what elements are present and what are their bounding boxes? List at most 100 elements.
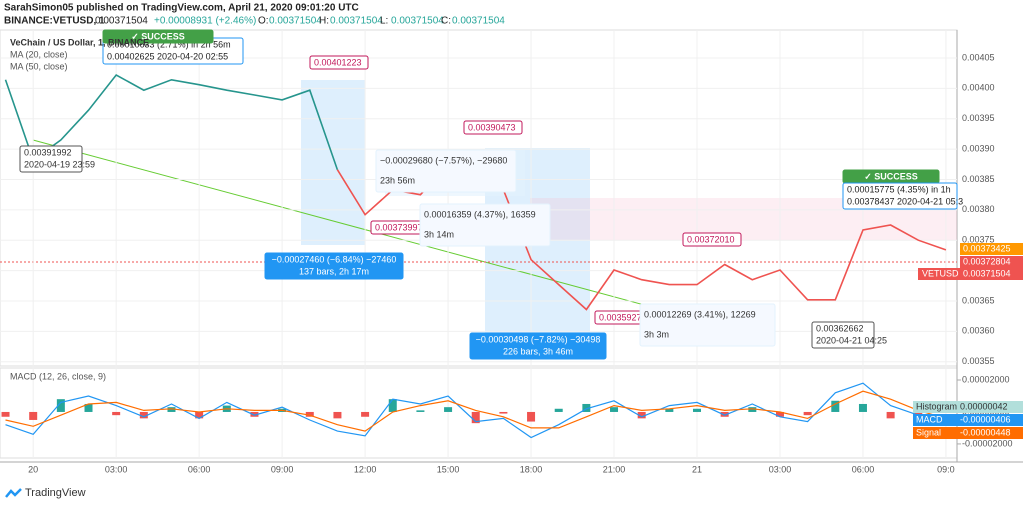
annotation-text: ✓ SUCCESS	[864, 171, 918, 181]
price-label	[960, 256, 1023, 268]
histogram-bar	[84, 403, 93, 412]
histogram-bar	[831, 400, 840, 412]
ohlc-key: O:	[258, 16, 269, 27]
annotation-text: −0.00030498 (−7.82%) −30498	[476, 334, 601, 344]
histogram-bar	[693, 408, 702, 412]
last-price: 0.00371504	[95, 16, 148, 27]
annotation-text: 0.00402625 2020-04-20 02:55	[107, 51, 228, 61]
macd-label	[913, 427, 1023, 439]
legend-item: MA (20, close)	[10, 49, 68, 59]
macd-label	[913, 401, 1023, 413]
annotation-box	[102, 29, 214, 44]
ohlc-key: C:	[441, 16, 451, 27]
x-tick-label: 18:00	[520, 464, 543, 474]
ohlc-value: 0.00371504	[452, 16, 505, 27]
histogram-bar	[388, 399, 397, 412]
ohlc-key: H:	[319, 16, 329, 27]
macd-label-value: -0.00000406	[960, 414, 1011, 424]
y-tick-label: 0.00380	[962, 204, 995, 214]
histogram-bar	[333, 411, 342, 419]
histogram-bar	[195, 411, 204, 419]
ohlc-value: 0.00371504	[391, 16, 444, 27]
annotation-box	[264, 252, 404, 280]
y-tick-label: 0.00385	[962, 174, 995, 184]
annotation-text: 0.00015775 (4.35%) in 1h	[847, 184, 951, 194]
x-tick-label: 12:00	[354, 464, 377, 474]
histogram-bar	[803, 411, 812, 416]
histogram-bar	[665, 408, 674, 412]
annotation-text: 2020-04-21 04:25	[816, 335, 887, 345]
macd-line	[5, 382, 946, 439]
annotation-box	[463, 120, 523, 135]
macd-label-value: -0.00000448	[960, 427, 1011, 437]
annotation-box	[419, 203, 551, 247]
annotation-text: 0.00359273	[599, 312, 647, 322]
annotation-text: 23h 56m	[380, 175, 415, 185]
annotation-text: 0.00362662	[816, 323, 864, 333]
annotation-text: 0.00378437 2020-04-21 05:3	[847, 196, 963, 206]
y-tick-label: -0.00002000	[962, 438, 1013, 448]
ohlc-key: L:	[380, 16, 388, 27]
x-tick-label: 09:0	[937, 464, 955, 474]
annotation-text: 3h 3m	[644, 329, 669, 339]
annotation-text: 0.00012269 (3.41%), 12269	[644, 309, 756, 319]
macd-series	[1, 382, 950, 439]
macd-label-value: 0.00000042	[960, 401, 1008, 411]
annotation-text: 0.00016359 (4.37%), 16359	[424, 209, 536, 219]
macd-title: MACD (12, 26, close, 9)	[10, 371, 106, 381]
histogram-bar	[610, 407, 619, 412]
histogram-bar	[416, 410, 425, 412]
price-label-value: 0.00371504	[963, 268, 1011, 278]
annotation-text: 0.00373997	[375, 222, 423, 232]
histogram-bar	[250, 411, 259, 417]
histogram-bar	[886, 411, 895, 419]
x-tick-label: 20	[28, 464, 38, 474]
histogram-bar	[139, 411, 148, 419]
chart-title: VeChain / US Dollar, 1, BINANCE	[10, 37, 149, 47]
y-tick-label: 0.00360	[962, 326, 995, 336]
annotation-text: −0.00027460 (−6.84%) −27460	[272, 254, 397, 264]
y-tick-label: 0.00390	[962, 143, 995, 153]
annotation-box	[375, 149, 517, 193]
ohlc-value: 0.00371504	[269, 16, 322, 27]
y-tick-label: 0.00395	[962, 113, 995, 123]
price-label-value: 0.00373425	[963, 243, 1011, 253]
annotation-text: 226 bars, 3h 46m	[503, 346, 573, 356]
x-tick-label: 03:00	[769, 464, 792, 474]
histogram-bar	[499, 411, 508, 414]
annotation-text: 0.00372010	[687, 234, 735, 244]
histogram-bar	[1, 411, 10, 417]
histogram-bar	[748, 407, 757, 412]
symbol: BINANCE:VETUSD, 1	[4, 16, 105, 27]
chart-layer: 20 03:00 06:00 09:00 12:00 15:00 18:00 21:00 21 0…	[0, 29, 1023, 474]
y-tick-label: 0.00405	[962, 52, 995, 62]
author-line: SarahSimon05 published on TradingView.co…	[4, 3, 359, 14]
histogram-bar	[305, 411, 314, 417]
annotation-text: 0.00401223	[314, 57, 362, 67]
histogram-bar	[444, 407, 453, 412]
annotation-box	[19, 145, 83, 173]
histogram-bar	[167, 407, 176, 412]
price-label	[960, 243, 1023, 255]
annotation-box	[811, 321, 875, 349]
annotation-text: 137 bars, 2h 17m	[299, 266, 369, 276]
annotation-text: 0.00391992	[24, 147, 72, 157]
histogram-bar	[527, 411, 536, 422]
histogram-bar	[775, 411, 784, 417]
histogram-bar	[471, 411, 480, 424]
annotation-text: 2020-04-19 23:59	[24, 159, 95, 169]
price-line	[4, 73, 339, 170]
price-label-value: 0.00372804	[963, 256, 1011, 266]
logo: TradingView	[5, 487, 86, 499]
histogram-bar	[56, 399, 65, 412]
annotation-text: ✓ SUCCESS	[131, 31, 185, 41]
annotation-text: 3h 14m	[424, 229, 454, 239]
y-tick-label: 0.00375	[962, 235, 995, 245]
y-tick-label: 0.00002000	[962, 374, 1010, 384]
x-tick-label: 06:00	[852, 464, 875, 474]
annotation-box	[309, 55, 369, 70]
price-label	[918, 268, 1023, 280]
